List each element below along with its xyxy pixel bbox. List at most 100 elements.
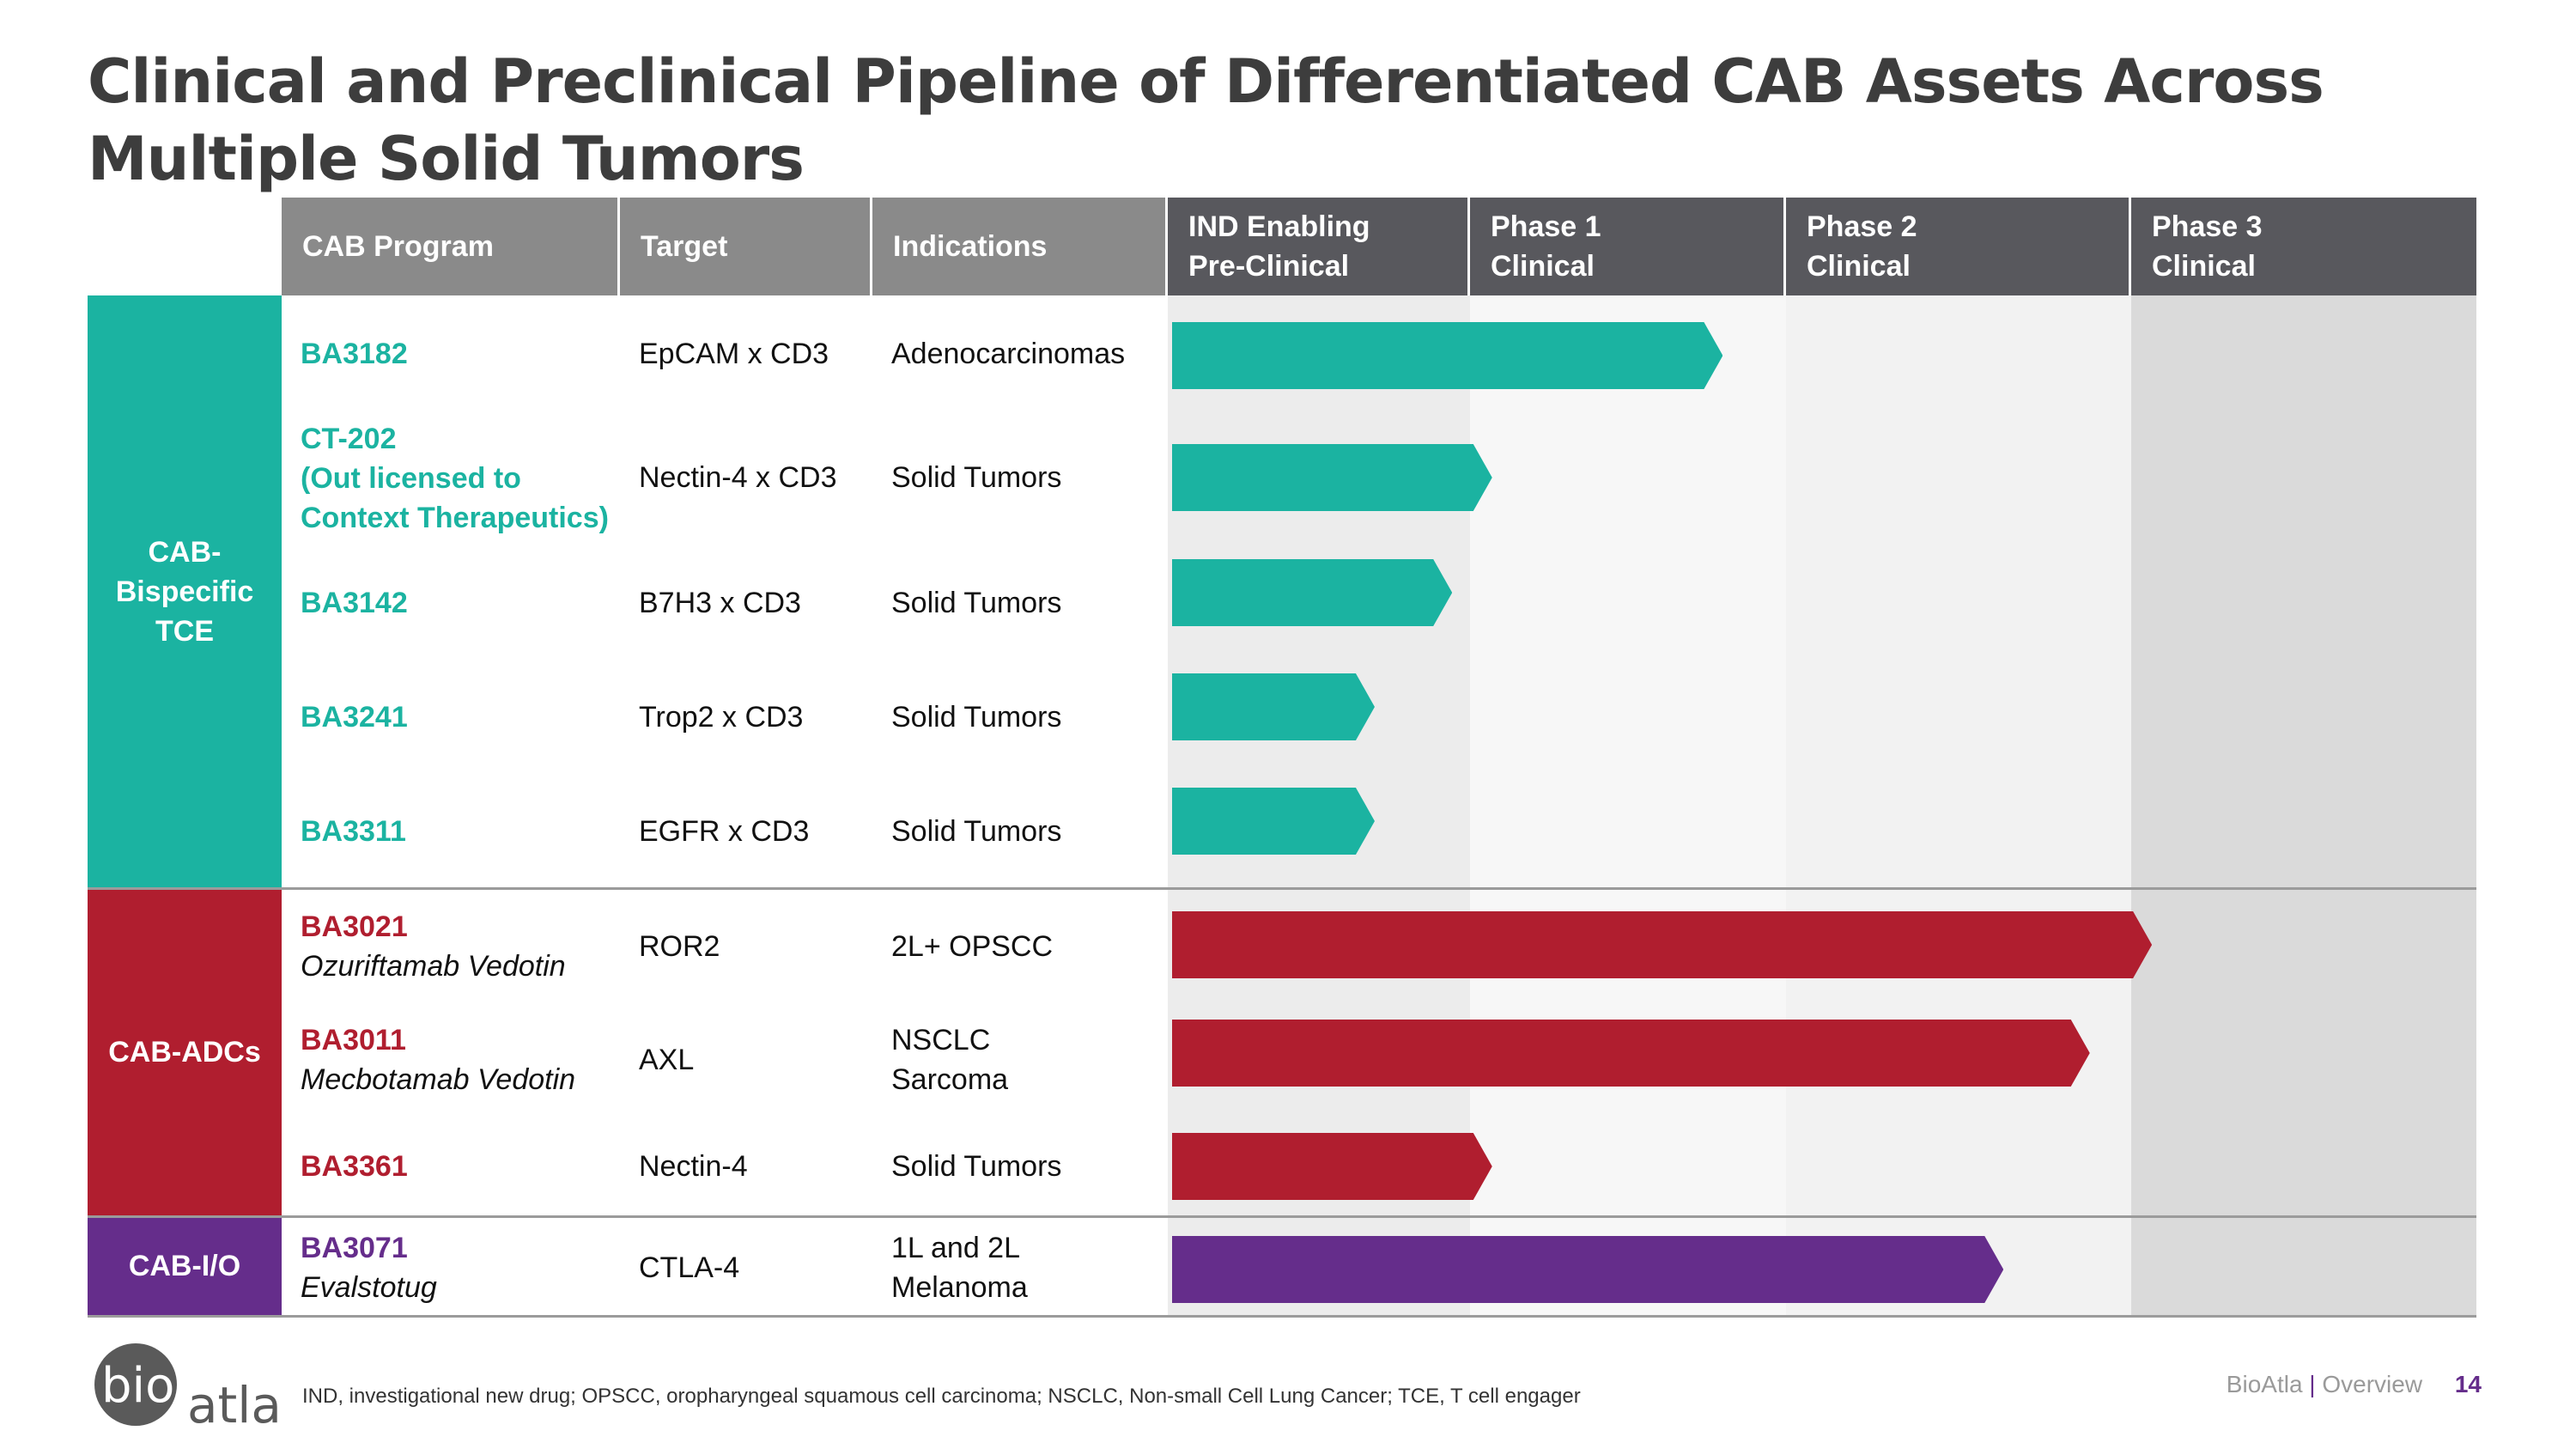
header-phase-ind-line1: IND Enabling	[1188, 210, 1370, 243]
program-ba3021-name: BA3021	[301, 910, 408, 943]
header-indications: Indications	[872, 198, 1168, 295]
progress-bar-ba3011	[1172, 1020, 2090, 1087]
indication-row-5: 2L+ OPSCC	[891, 924, 1053, 969]
target-row-6-text: AXL	[639, 1044, 695, 1076]
page-title: Clinical and Preclinical Pipeline of Dif…	[88, 46, 2324, 194]
program-ba3311: BA3311	[301, 809, 406, 854]
logo-text-left: bio	[101, 1358, 174, 1414]
progress-bar-ba3071	[1172, 1236, 2004, 1303]
program-ct-202: CT-202 (Out licensed to Context Therapeu…	[301, 418, 609, 539]
target-row-5-text: ROR2	[639, 930, 720, 963]
progress-bar-ct-202	[1172, 444, 1492, 511]
brand-section: Overview	[2322, 1371, 2423, 1397]
program-ba3311-name: BA3311	[301, 815, 406, 848]
header-phase-1-line1: Phase 1	[1491, 210, 1601, 243]
progress-bar-ba3241	[1172, 673, 1375, 740]
indication-row-1: Solid Tumors	[891, 455, 1061, 500]
header-phase-3-line2: Clinical	[2152, 250, 2256, 283]
bioatla-logo: bio atla	[91, 1340, 289, 1439]
logo-text-right: atla	[187, 1376, 282, 1434]
progress-arrow-shape	[1172, 788, 1375, 855]
program-ba3361-name: BA3361	[301, 1150, 408, 1183]
footnote: IND, investigational new drug; OPSCC, or…	[302, 1385, 1581, 1408]
category-adcs-label: CAB-ADCs	[108, 1036, 261, 1068]
indication-row-5-line1: 2L+ OPSCC	[891, 930, 1054, 963]
program-ba3142: BA3142	[301, 581, 408, 625]
indication-row-4-line1: Solid Tumors	[891, 815, 1062, 848]
progress-arrow-shape	[1172, 559, 1453, 626]
brand-separator: |	[2309, 1371, 2316, 1397]
program-ba3241: BA3241	[301, 695, 408, 740]
page-number: 14	[2454, 1371, 2482, 1397]
category-adcs: CAB-ADCs	[88, 888, 282, 1216]
progress-arrow-shape	[1172, 911, 2153, 978]
program-ba3021: BA3021 Ozuriftamab Vedotin	[301, 905, 566, 988]
progress-bar-ba3311	[1172, 788, 1375, 855]
category-bispecific-tce: CAB- Bispecific TCE	[88, 295, 282, 888]
header-program: CAB Program	[282, 198, 620, 295]
program-ba3071-subtitle: Evalstotug	[301, 1271, 437, 1304]
indication-row-0: Adenocarcinomas	[891, 332, 1125, 376]
category-bispecific-line1: CAB-	[148, 536, 222, 569]
indication-row-0-line1: Adenocarcinomas	[891, 338, 1126, 370]
indication-row-2: Solid Tumors	[891, 581, 1061, 625]
header-phase-ind: IND Enabling Pre-Clinical	[1168, 198, 1470, 295]
header-target: Target	[620, 198, 872, 295]
brand-footer: BioAtla | Overview 14	[2227, 1371, 2482, 1398]
header-phase-3: Phase 3 Clinical	[2131, 198, 2476, 295]
target-row-6: AXL	[639, 1038, 694, 1082]
indication-row-1-line1: Solid Tumors	[891, 461, 1062, 494]
progress-bar-ba3142	[1172, 559, 1453, 626]
progress-arrow-shape	[1172, 322, 1723, 389]
indication-row-6: NSCLC Sarcoma	[891, 1019, 1008, 1101]
program-ba3021-subtitle: Ozuriftamab Vedotin	[301, 950, 566, 983]
program-ct-202-note2: Context Therapeutics)	[301, 502, 609, 534]
target-row-7: Nectin-4	[639, 1144, 748, 1189]
program-ba3241-name: BA3241	[301, 701, 408, 734]
target-row-3: Trop2 x CD3	[639, 695, 803, 740]
program-ba3011-name: BA3011	[301, 1024, 406, 1056]
program-ba3011-subtitle: Mecbotamab Vedotin	[301, 1063, 576, 1096]
divider-bispecific-adcs	[88, 887, 2476, 890]
indication-row-6-line1: NSCLC	[891, 1024, 991, 1056]
program-ba3071-name: BA3071	[301, 1232, 408, 1264]
indication-row-8-line2: Melanoma	[891, 1271, 1028, 1304]
progress-bar-ba3021	[1172, 911, 2153, 978]
header-phase-1: Phase 1 Clinical	[1470, 198, 1786, 295]
target-row-8: CTLA-4	[639, 1245, 739, 1290]
header-target-label: Target	[641, 230, 728, 263]
header-phase-2-line2: Clinical	[1807, 250, 1911, 283]
program-ba3182-name: BA3182	[301, 338, 408, 370]
target-row-0: EpCAM x CD3	[639, 332, 829, 376]
program-ba3011: BA3011 Mecbotamab Vedotin	[301, 1019, 575, 1101]
header-phase-3-line1: Phase 3	[2152, 210, 2263, 243]
target-row-7-text: Nectin-4	[639, 1150, 748, 1183]
phase-bg-phase2	[1786, 295, 2131, 1316]
header-phase-ind-line2: Pre-Clinical	[1188, 250, 1350, 283]
target-row-2: B7H3 x CD3	[639, 581, 801, 625]
phase-bg-phase3	[2131, 295, 2476, 1316]
progress-arrow-shape	[1172, 1020, 2090, 1087]
program-ba3182: BA3182	[301, 332, 408, 376]
brand-name: BioAtla	[2226, 1371, 2303, 1397]
program-ct-202-name: CT-202	[301, 423, 397, 455]
category-io-label: CAB-I/O	[128, 1250, 241, 1282]
indication-row-8-line1: 1L and 2L	[891, 1232, 1020, 1264]
target-row-4-text: EGFR x CD3	[639, 815, 810, 848]
header-phase-2-line1: Phase 2	[1807, 210, 1917, 243]
category-bispecific-line2: Bispecific	[115, 575, 254, 608]
indication-row-3: Solid Tumors	[891, 695, 1061, 740]
target-row-0-text: EpCAM x CD3	[639, 338, 829, 370]
header-phase-2: Phase 2 Clinical	[1786, 198, 2131, 295]
program-ba3071: BA3071 Evalstotug	[301, 1227, 437, 1309]
progress-arrow-shape	[1172, 673, 1375, 740]
progress-arrow-shape	[1172, 1133, 1492, 1200]
progress-arrow-shape	[1172, 444, 1492, 511]
program-ba3142-name: BA3142	[301, 587, 408, 619]
progress-bar-ba3182	[1172, 322, 1723, 389]
phase-bg-phase1	[1470, 295, 1786, 1316]
bioatla-logo-mark: bio atla	[94, 1343, 282, 1434]
category-bispecific-line3: TCE	[155, 615, 214, 648]
indication-row-6-line2: Sarcoma	[891, 1063, 1009, 1096]
header-phase-1-line2: Clinical	[1491, 250, 1595, 283]
